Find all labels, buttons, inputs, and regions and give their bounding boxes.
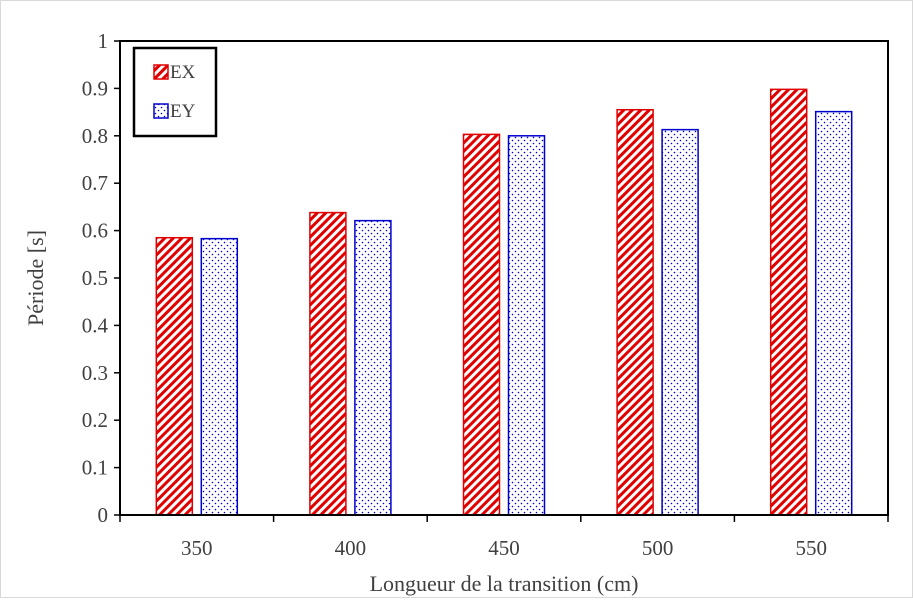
y-tick-label: 0.4	[82, 313, 109, 337]
y-tick-label: 0.9	[82, 76, 108, 100]
bar-ex-500	[616, 108, 654, 516]
legend-label-ey: EY	[170, 101, 196, 122]
y-tick-label: 0.6	[82, 219, 108, 243]
y-tick-label: 0	[98, 503, 109, 527]
y-axis-label: Période [s]	[23, 230, 48, 326]
bar-ey-350	[200, 237, 239, 516]
bar-ex-550	[769, 88, 808, 516]
y-tick-label: 0.7	[82, 171, 108, 195]
legend-box	[132, 46, 218, 138]
bar-ey-400	[354, 219, 392, 516]
x-tick-label: 450	[488, 536, 520, 560]
legend: EX EY	[132, 46, 218, 138]
x-tick-label: 550	[795, 536, 827, 560]
x-tick-label: 400	[335, 536, 367, 560]
bar-ey-450	[507, 135, 546, 516]
legend-swatch-ex	[153, 64, 169, 80]
x-tick-label: 500	[642, 536, 674, 560]
x-axis-label: Longueur de la transition (cm)	[370, 571, 639, 596]
legend-swatch-ey	[153, 103, 169, 119]
bar-ex-450	[462, 133, 501, 516]
legend-label-ex: EX	[170, 62, 196, 83]
y-tick-label: 1	[98, 29, 109, 53]
bar-ex-350	[155, 236, 194, 516]
bar-ey-500	[661, 128, 699, 516]
bar-ey-550	[814, 110, 853, 516]
bar-ex-400	[309, 211, 347, 516]
x-tick-label: 350	[181, 536, 213, 560]
y-tick-label: 0.1	[82, 456, 108, 480]
y-tick-label: 0.8	[82, 124, 108, 148]
y-tick-label: 0.3	[82, 361, 108, 385]
plot-area-border	[119, 40, 889, 516]
y-tick-label: 0.5	[82, 266, 108, 290]
y-tick-label: 0.2	[82, 408, 108, 432]
